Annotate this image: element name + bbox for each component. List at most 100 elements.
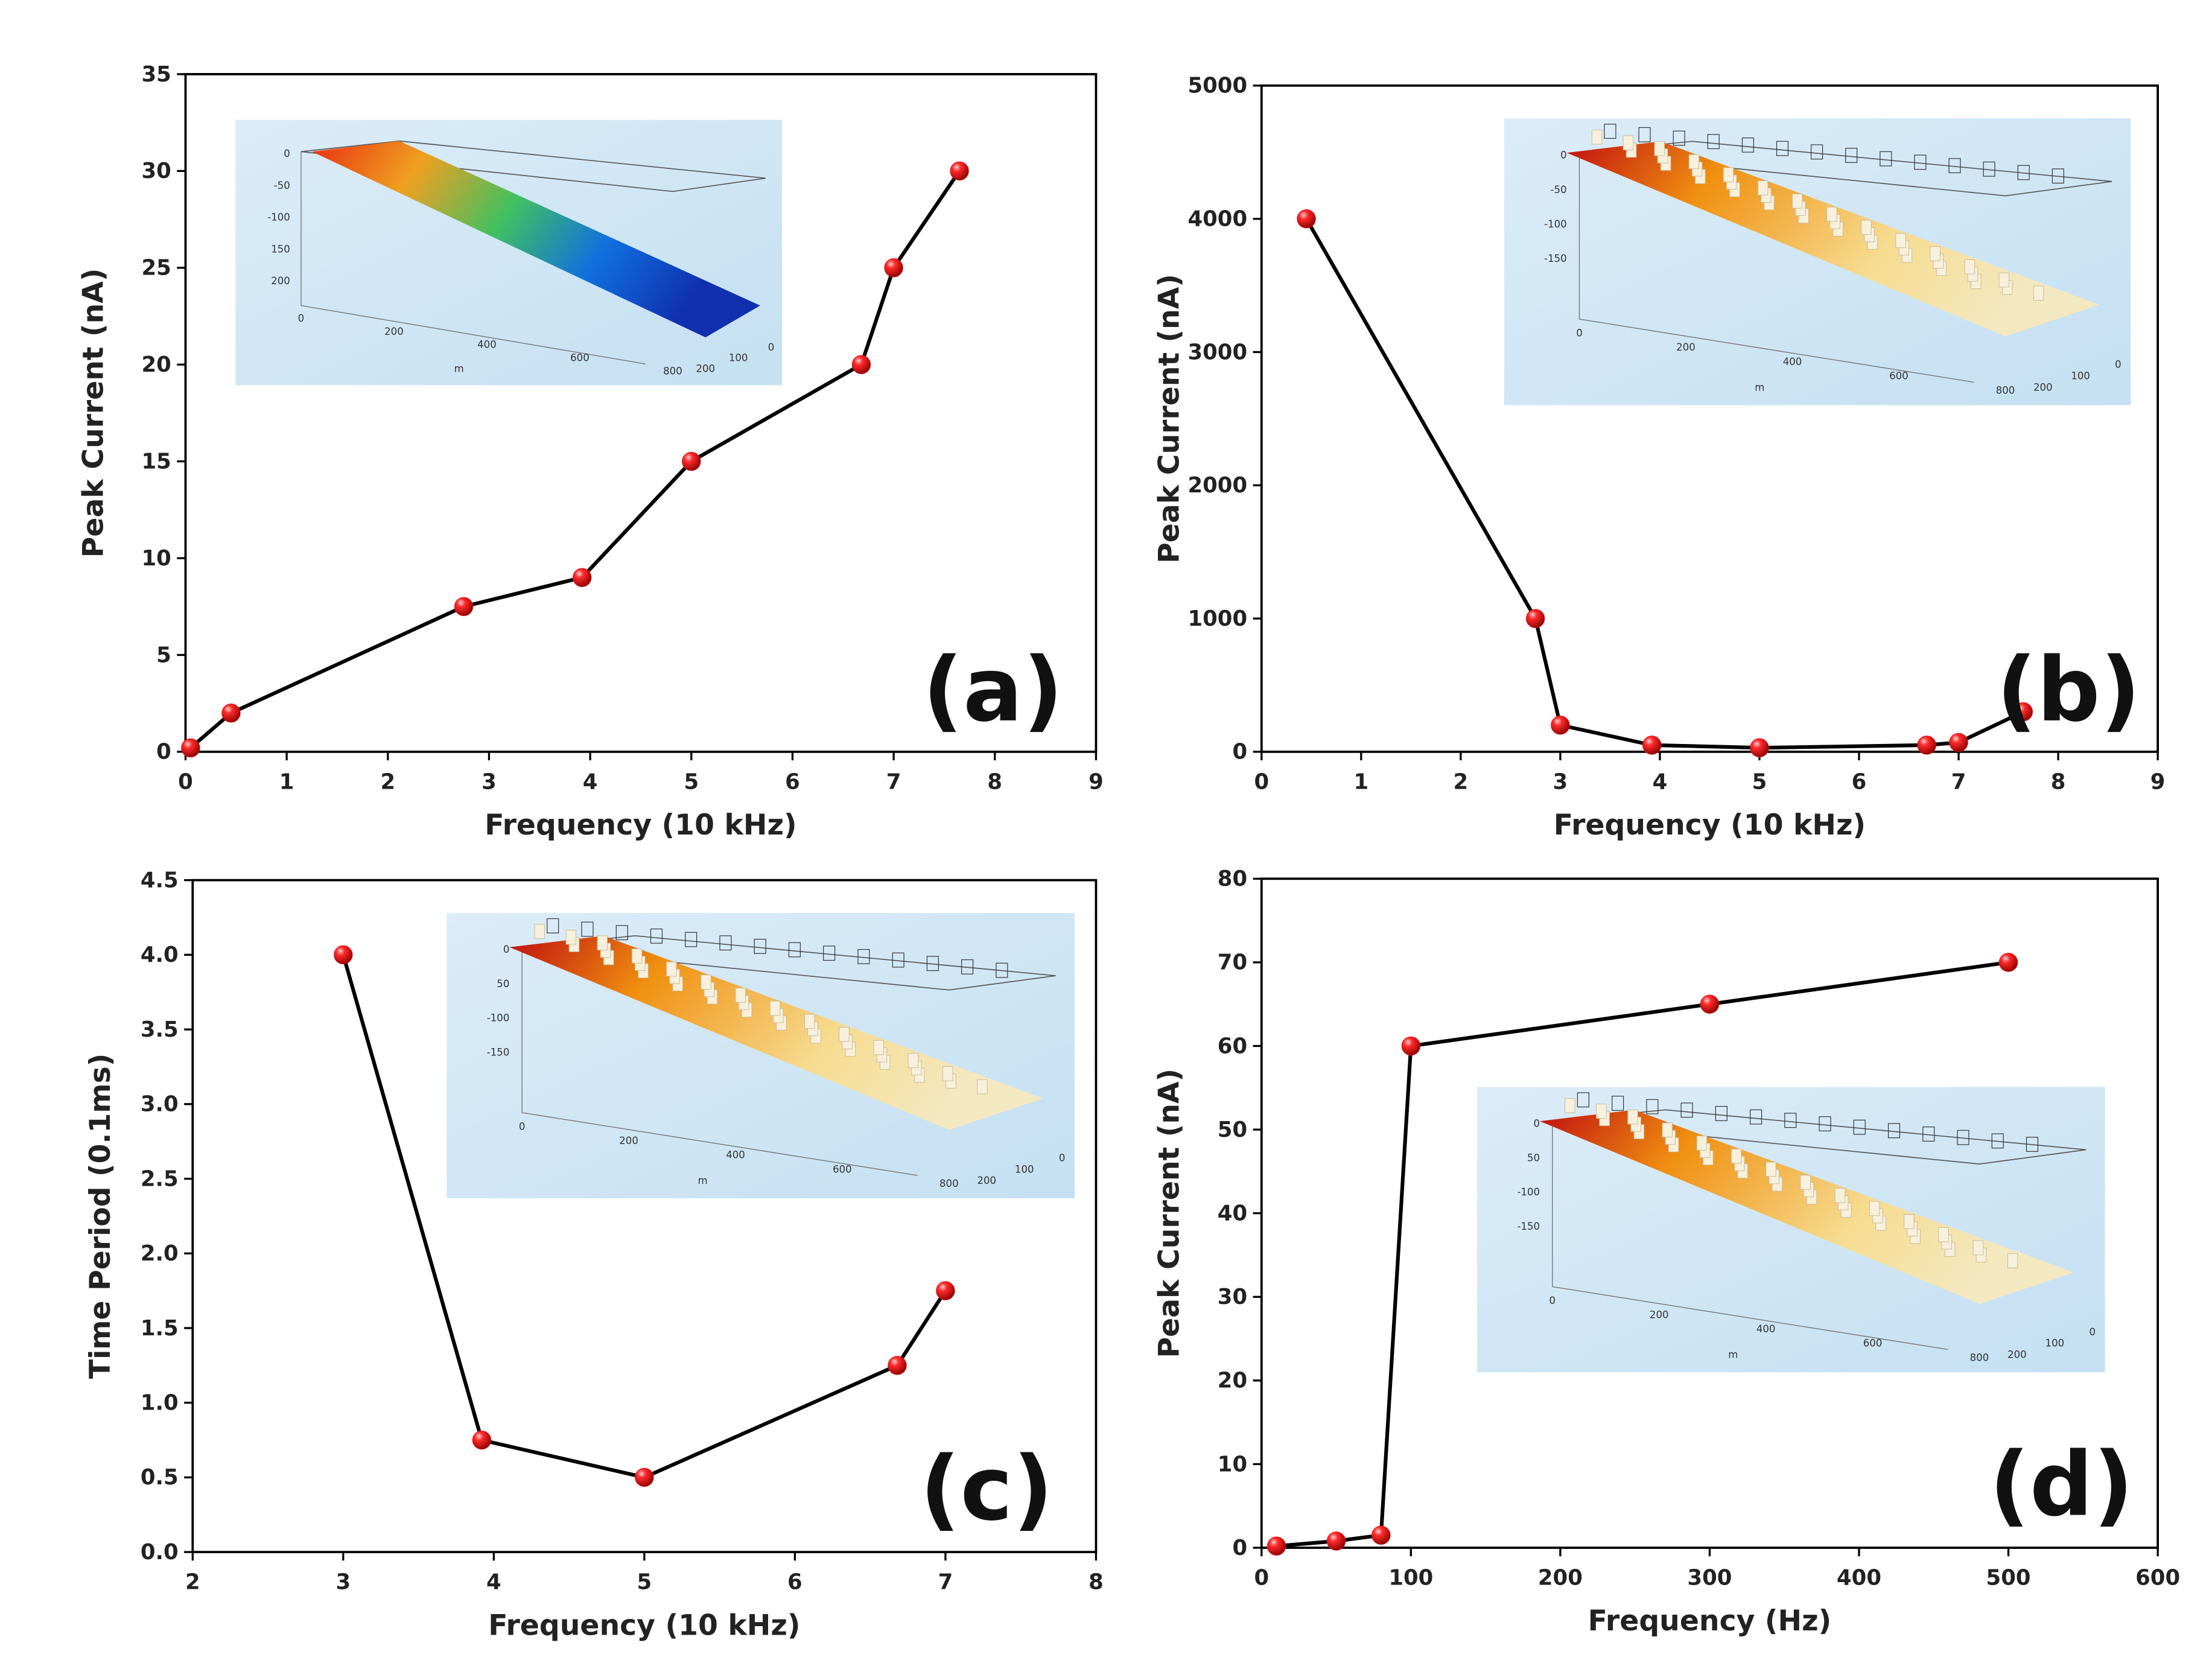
inset: 0 50 -100 -150 0 200 400 600 800 200 100 0 m	[447, 913, 1075, 1198]
pillar	[873, 1040, 884, 1055]
x-tick-label: 3	[1553, 769, 1568, 794]
y-tick-label: 1.0	[141, 1391, 179, 1416]
x-tick-label: 9	[2150, 769, 2166, 794]
pillar	[1792, 193, 1803, 209]
x-tick-label: 3	[335, 1570, 351, 1595]
data-point	[1525, 609, 1545, 628]
pillar	[565, 929, 577, 945]
y-tick-label: 3.0	[141, 1092, 179, 1117]
inset: 0 -50 -100 -150 0 200 400 600 800 200 100 0 m	[1504, 118, 2131, 405]
data-point	[572, 568, 592, 587]
x-tick-label: 5	[684, 769, 699, 794]
y-tick-label: 0.5	[141, 1465, 179, 1490]
x-tick-label: 6	[1852, 769, 1867, 794]
inset: 0 50 -100 -150 0 200 400 600 800 200 100 0 m	[1476, 1087, 2105, 1373]
inset-tick-label: -50	[1551, 184, 1567, 196]
pillar	[1622, 135, 1634, 150]
inset-tick-label: -100	[1517, 1186, 1540, 1198]
pillar	[1696, 1136, 1708, 1151]
x-tick-label: 5	[1752, 769, 1767, 794]
pillar	[1596, 1104, 1607, 1119]
inset-tick-label: 600	[570, 352, 590, 364]
pillar-outline	[754, 938, 766, 954]
x-tick-label: 2	[185, 1570, 200, 1595]
pillar-outline	[1715, 1106, 1727, 1121]
inset-tick-label: -100	[1544, 218, 1567, 230]
inset-tick-label: 200	[1676, 342, 1696, 353]
y-tick-label: 0	[156, 740, 171, 765]
pillar	[1723, 167, 1734, 183]
pillar-outline	[1948, 158, 1961, 173]
x-tick-label: 9	[1089, 769, 1104, 794]
y-tick-label: 2.5	[141, 1166, 179, 1191]
inset-tick-label: 50	[497, 978, 509, 990]
pillar	[1662, 1122, 1673, 1138]
y-axis-label: Peak Current (nA)	[1153, 274, 1186, 564]
x-tick-label: 3	[481, 769, 497, 794]
x-tick-label: 4	[486, 1570, 501, 1595]
y-tick-label: 2000	[1187, 473, 1247, 498]
pillar	[1998, 272, 2010, 288]
pillar-outline	[1957, 1130, 1969, 1145]
pillar-outline	[2052, 168, 2064, 184]
pillar	[631, 949, 643, 964]
y-axis-label: Peak Current (nA)	[77, 269, 110, 558]
data-point	[1917, 736, 1936, 755]
y-tick-label: 25	[141, 256, 171, 281]
inset-tick-label: 0	[1576, 327, 1583, 339]
data-point	[1642, 736, 1662, 755]
beam	[1540, 1110, 2074, 1304]
pillar	[1757, 180, 1769, 196]
x-tick-label: 300	[1687, 1566, 1732, 1591]
pillar-outline	[1853, 1119, 1866, 1135]
x-tick-label: 200	[1538, 1566, 1583, 1591]
x-tick-label: 400	[1837, 1566, 1881, 1591]
pillar	[1826, 206, 1837, 222]
pillar-outline	[1845, 148, 1858, 163]
data-point	[181, 738, 200, 758]
data-point	[1326, 1531, 1346, 1551]
inset-tick-label: 150	[271, 243, 290, 255]
x-tick-label: 100	[1388, 1566, 1433, 1591]
pillar	[1591, 129, 1603, 145]
inset-tick-label: 0	[1549, 1295, 1556, 1306]
x-tick-label: 0	[1254, 1566, 1269, 1591]
pillar-outline	[996, 962, 1008, 978]
y-tick-label: 0	[1232, 1536, 1247, 1560]
inset-frame	[300, 151, 646, 364]
inset-tick-label: 200	[619, 1135, 638, 1146]
data-point	[936, 1281, 955, 1300]
x-tick-label: 0	[1254, 769, 1269, 794]
y-tick-label: 3.5	[141, 1017, 179, 1042]
inset-frame	[300, 140, 766, 192]
data-point	[454, 597, 474, 616]
x-tick-label: 8	[987, 769, 1002, 794]
pillar-outline	[1741, 137, 1754, 153]
y-tick-label: 30	[1218, 1285, 1247, 1309]
beam	[1566, 141, 2100, 337]
pillar	[839, 1027, 850, 1042]
pillar	[907, 1053, 919, 1069]
y-tick-label: 5000	[1187, 74, 1247, 98]
pillar-outline	[1784, 1113, 1797, 1128]
pillar-outline	[1983, 161, 1995, 177]
panel-label: (d)	[1989, 1433, 2134, 1536]
x-tick-label: 7	[938, 1570, 953, 1595]
pillar	[666, 961, 677, 977]
pillar	[1800, 1175, 1811, 1190]
data-point	[1998, 953, 2018, 972]
pillar-outline	[857, 949, 870, 964]
inset-frame	[521, 947, 918, 1176]
pillar-outline	[1811, 144, 1823, 160]
pillar-outline	[1880, 151, 1892, 167]
y-tick-label: 30	[141, 159, 171, 183]
y-tick-label: 40	[1218, 1201, 1247, 1226]
y-tick-label: 4000	[1187, 206, 1247, 231]
pillar	[1938, 1227, 1949, 1242]
inset-tick-label: 0	[768, 342, 775, 353]
y-tick-label: 60	[1218, 1034, 1247, 1058]
pillar	[1654, 141, 1665, 156]
pillar-outline	[1922, 1127, 1935, 1142]
pillar-outline	[581, 921, 594, 937]
x-tick-label: 0	[178, 769, 193, 794]
